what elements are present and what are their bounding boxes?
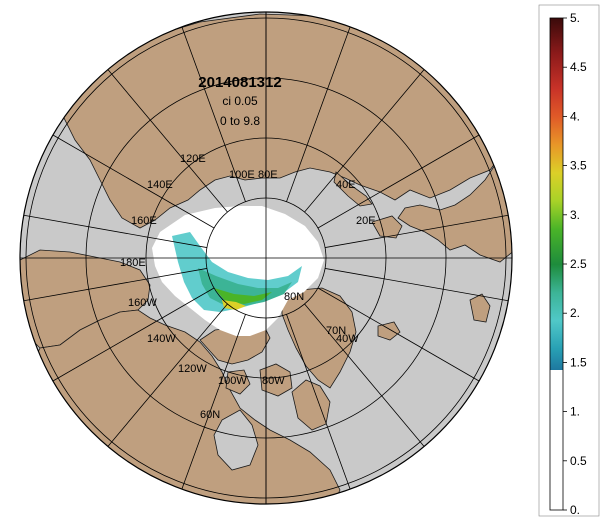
ice-thickness-high xyxy=(214,288,272,304)
colorbar-color-band xyxy=(550,18,563,370)
lon-label-160w: 160W xyxy=(128,297,157,309)
colorbar-tick-label: 4.5 xyxy=(570,60,587,74)
lon-label-80w: 80W xyxy=(262,375,285,387)
land-greenland xyxy=(281,287,357,389)
meridian-line xyxy=(107,303,228,447)
colorbar-tick-label: 0.5 xyxy=(570,454,587,468)
land-britain xyxy=(469,293,491,323)
lon-label-180e: 180E xyxy=(120,257,146,269)
colorbar-tick-label: 2. xyxy=(570,306,580,320)
meridian-line xyxy=(23,214,207,248)
colorbar-tick-label: 4. xyxy=(570,109,580,123)
meridian-line xyxy=(181,26,246,202)
value-range-label: 0 to 9.8 xyxy=(220,114,260,128)
land-baffin-island xyxy=(291,379,331,431)
lon-label-40w: 40W xyxy=(336,333,359,345)
lon-label-100e: 100E xyxy=(229,169,255,181)
land-iceland xyxy=(377,321,401,341)
lat-label-60n: 60N xyxy=(200,409,220,421)
meridian-line xyxy=(286,314,351,490)
colorbar-tick-label: 5. xyxy=(570,11,580,25)
lon-label-160e: 160E xyxy=(131,215,157,227)
meridian-line xyxy=(304,69,425,213)
colorbar-white-band xyxy=(550,370,563,510)
meridian-line xyxy=(52,134,215,229)
meridian-line xyxy=(325,268,509,302)
land-arctic-island-1 xyxy=(259,363,293,397)
land-svalbard xyxy=(371,215,403,239)
map-border xyxy=(19,11,513,505)
colorbar-tick-label: 3.5 xyxy=(570,159,587,173)
meridian-line xyxy=(304,303,425,447)
colorbar-ticks: 5. 4.5 4. 3.5 3. 2.5 2. 1.5 1. 0.5 0. xyxy=(563,11,587,517)
meridian-line xyxy=(317,287,480,382)
colorbar-tick-label: 2.5 xyxy=(570,257,587,271)
lon-label-120w: 120W xyxy=(178,363,207,375)
meridian-line xyxy=(181,314,246,490)
lon-label-120e: 120E xyxy=(180,153,206,165)
map-title: 2014081312 xyxy=(198,74,281,91)
lon-label-100w: 100W xyxy=(218,375,247,387)
water-hudson-bay xyxy=(213,409,259,471)
colorbar: 5. 4.5 4. 3.5 3. 2.5 2. 1.5 1. 0.5 0. xyxy=(538,4,600,517)
colorbar-tick-label: 1.5 xyxy=(570,355,587,369)
land-novaya-zemlya xyxy=(333,171,373,207)
meridian-line xyxy=(286,26,351,202)
graticule xyxy=(20,12,512,504)
meridian-line xyxy=(317,134,480,229)
meridian-line xyxy=(107,69,228,213)
ice-thickness-peak xyxy=(222,300,246,310)
colorbar-tick-label: 3. xyxy=(570,208,580,222)
lon-label-140w: 140W xyxy=(147,333,176,345)
colorbar-tick-label: 0. xyxy=(570,503,580,517)
lon-label-40e: 40E xyxy=(336,179,356,191)
meridian-line xyxy=(325,214,509,248)
meridian-line xyxy=(52,287,215,382)
lon-label-140e: 140E xyxy=(147,179,173,191)
colorbar-tick-label: 1. xyxy=(570,405,580,419)
lat-label-80n: 80N xyxy=(284,291,304,303)
map-content xyxy=(20,13,512,504)
meridian-lines xyxy=(20,12,512,504)
meridian-line xyxy=(23,268,207,302)
lon-label-20e: 20E xyxy=(356,215,376,227)
sea-ice xyxy=(152,206,324,336)
lat-label-70n: 70N xyxy=(326,325,346,337)
land-europe xyxy=(397,149,512,263)
contour-interval-label: ci 0.05 xyxy=(222,94,258,108)
lon-label-80e: 80E xyxy=(258,169,278,181)
colorbar-frame xyxy=(538,4,600,517)
